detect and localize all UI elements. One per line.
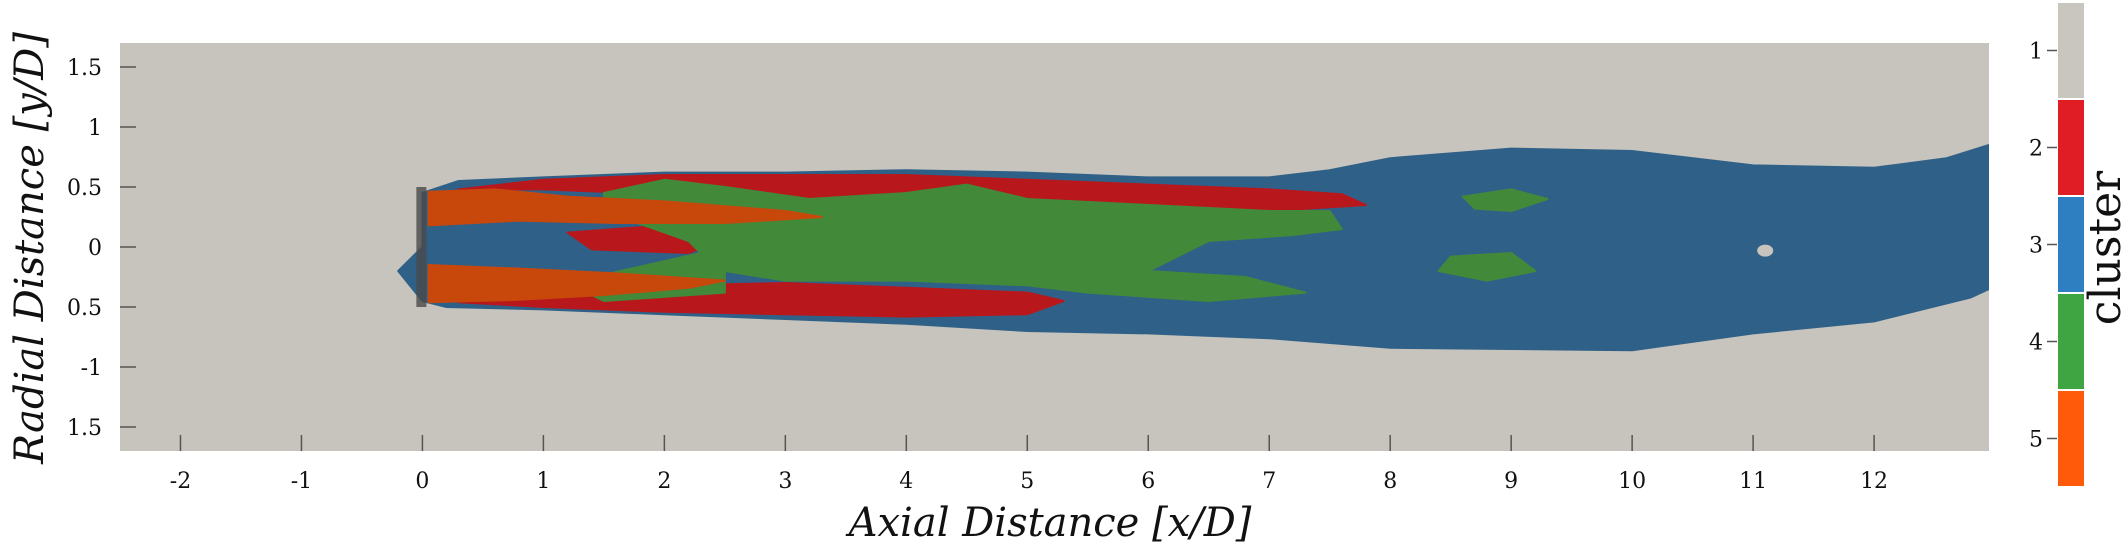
colorbar: 1 2 3 4 5 bbox=[2029, 1, 2086, 488]
x-tick-label: 0 bbox=[415, 469, 429, 494]
y-tick-label: 1.5 bbox=[67, 56, 102, 81]
y-tick-label: 0.5 bbox=[67, 176, 102, 201]
colorbar-label-4: 4 bbox=[2029, 331, 2043, 356]
colorbar-label-3: 3 bbox=[2029, 234, 2043, 259]
colorbar-title: cluster bbox=[2080, 170, 2128, 325]
background-island bbox=[1757, 244, 1774, 257]
x-tick-label: -2 bbox=[170, 469, 191, 494]
colorbar-label-5: 5 bbox=[2029, 428, 2043, 453]
x-tick-label: 1 bbox=[536, 469, 550, 494]
y-tick-label: 1.5 bbox=[67, 416, 102, 441]
x-tick-label: 4 bbox=[899, 469, 913, 494]
cluster-4-region-5 bbox=[1461, 188, 1549, 212]
colorbar-swatch-5 bbox=[2056, 389, 2086, 488]
x-tick-label: 6 bbox=[1141, 469, 1155, 494]
y-tick-label: 1 bbox=[88, 116, 102, 141]
axes: -2 -1 0 1 2 3 4 5 6 7 8 9 10 11 121.510.500.5-11.5 bbox=[67, 56, 1888, 494]
colorbar-label-1: 1 bbox=[2029, 40, 2043, 65]
y-tick-label: 0.5 bbox=[67, 296, 102, 321]
nozzle bbox=[416, 187, 427, 307]
colorbar-swatch-3 bbox=[2056, 195, 2086, 294]
x-tick-label: 7 bbox=[1262, 469, 1276, 494]
y-tick-label: -1 bbox=[81, 356, 102, 381]
cluster-5-region-7 bbox=[427, 188, 823, 227]
x-axis-title: Axial Distance [x/D] bbox=[845, 500, 1252, 546]
cluster-5-region-8 bbox=[427, 264, 726, 304]
x-tick-label: -1 bbox=[291, 469, 312, 494]
x-tick-label: 10 bbox=[1618, 469, 1646, 494]
x-tick-label: 8 bbox=[1383, 469, 1397, 494]
x-tick-label: 3 bbox=[778, 469, 792, 494]
cluster-4-region-6 bbox=[1437, 252, 1537, 282]
y-tick-label: 0 bbox=[88, 236, 102, 261]
colorbar-label-2: 2 bbox=[2029, 137, 2043, 162]
y-axis-title: Radial Distance [y/D] bbox=[7, 32, 53, 465]
x-tick-label: 11 bbox=[1739, 469, 1767, 494]
x-tick-label: 2 bbox=[657, 469, 671, 494]
colorbar-swatch-1 bbox=[2056, 1, 2086, 100]
nozzle-bar bbox=[416, 187, 427, 307]
x-tick-label: 9 bbox=[1504, 469, 1518, 494]
cluster-field bbox=[120, 43, 1989, 451]
x-tick-label: 5 bbox=[1020, 469, 1034, 494]
x-tick-label: 12 bbox=[1860, 469, 1888, 494]
